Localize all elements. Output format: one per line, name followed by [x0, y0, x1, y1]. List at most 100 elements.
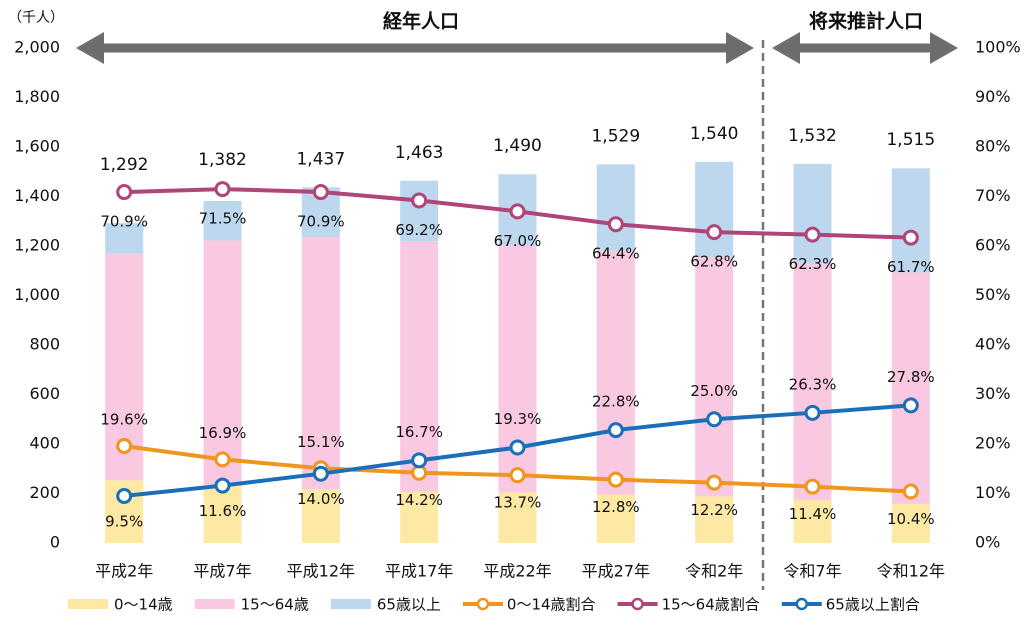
bar-segment [695, 496, 734, 543]
x-tick-label: 令和12年 [877, 562, 945, 581]
value-label: 25.0% [690, 382, 738, 400]
arrow-head [930, 32, 958, 64]
x-tick-label: 令和2年 [685, 562, 743, 581]
bar-segment [400, 241, 439, 492]
marker [902, 483, 919, 500]
y-tick-label: 0 [50, 533, 60, 552]
value-label: 62.8% [690, 253, 738, 271]
legend-label: 65歳以上割合 [826, 596, 920, 614]
value-label: 12.2% [690, 501, 738, 519]
marker [804, 404, 821, 421]
y2-tick-label: 40% [975, 335, 1011, 354]
y2-tick-label: 100% [975, 38, 1021, 57]
value-label: 69.2% [395, 221, 443, 239]
marker [706, 474, 723, 491]
legend-label: 65歳以上 [377, 596, 441, 614]
bar-segment [793, 499, 832, 543]
marker [312, 184, 329, 201]
x-tick-label: 平成7年 [193, 562, 251, 581]
y2-tick-label: 20% [975, 434, 1011, 453]
legend-swatch [194, 599, 235, 609]
marker [706, 411, 723, 428]
marker [214, 181, 231, 198]
value-label: 11.4% [789, 505, 837, 523]
bar-segment [596, 250, 635, 495]
bar-segment [695, 161, 734, 258]
bar-segment [793, 163, 832, 264]
total-label: 1,540 [690, 124, 739, 144]
y2-tick-label: 30% [975, 384, 1011, 403]
bar-segment [498, 492, 537, 543]
value-label: 70.9% [297, 213, 345, 231]
y2-tick-label: 0% [975, 533, 1000, 552]
y2-tick-label: 10% [975, 483, 1011, 502]
total-label: 1,515 [886, 130, 935, 150]
x-tick-label: 令和7年 [783, 562, 841, 581]
y2-tick-label: 60% [975, 236, 1011, 255]
value-label: 14.0% [297, 490, 345, 508]
marker [902, 397, 919, 414]
value-label: 14.2% [395, 491, 443, 509]
y-tick-label: 1,200 [14, 236, 60, 255]
total-label: 1,437 [296, 149, 345, 169]
bar-segment [596, 494, 635, 543]
bar-segment [105, 223, 144, 254]
marker [312, 465, 329, 482]
y-tick-label: 800 [29, 335, 60, 354]
legend-label: 15～64歳割合 [662, 596, 760, 614]
total-label: 1,529 [591, 127, 640, 147]
y2-tick-label: 70% [975, 186, 1011, 205]
total-label: 1,382 [198, 150, 247, 170]
unit-label: （千人） [8, 10, 64, 26]
arrow-head [726, 32, 754, 64]
marker [607, 422, 624, 439]
y-tick-label: 1,400 [14, 186, 60, 205]
bar-segment [891, 503, 930, 543]
value-label: 67.0% [494, 232, 542, 250]
value-label: 9.5% [105, 512, 143, 530]
marker [509, 203, 526, 220]
y-tick-label: 600 [29, 384, 60, 403]
bar-segment [400, 180, 439, 242]
marker [116, 184, 133, 201]
value-label: 19.3% [494, 410, 542, 428]
marker [804, 226, 821, 243]
value-label: 12.8% [592, 498, 640, 516]
marker [214, 477, 231, 494]
bar-segment [301, 237, 340, 490]
marker [214, 451, 231, 468]
bar-segment [793, 263, 832, 500]
y2-tick-label: 80% [975, 137, 1011, 156]
value-label: 16.9% [199, 424, 247, 442]
marker [607, 216, 624, 233]
bar-segment [203, 240, 242, 486]
marker [509, 467, 526, 484]
value-label: 70.9% [100, 213, 148, 231]
legend-swatch [68, 599, 108, 609]
legend-label: 15～64歳 [241, 596, 309, 614]
bar-segment [400, 491, 439, 543]
legend-label: 0～14歳 [114, 596, 173, 614]
marker [607, 471, 624, 488]
value-label: 71.5% [199, 210, 247, 228]
value-label: 10.4% [887, 510, 935, 528]
arrow-head [772, 32, 800, 64]
y-tick-label: 200 [29, 483, 60, 502]
y-tick-label: 2,000 [14, 38, 60, 57]
bar-segment [891, 168, 930, 273]
x-tick-label: 平成22年 [483, 562, 551, 581]
total-label: 1,490 [493, 136, 542, 156]
legend-swatch [476, 597, 490, 611]
value-label: 62.3% [789, 255, 837, 273]
value-label: 11.6% [199, 502, 247, 520]
legend-swatch [795, 597, 808, 611]
legend-swatch [330, 599, 371, 609]
x-tick-label: 平成27年 [582, 562, 650, 581]
value-label: 22.8% [592, 393, 640, 411]
arrow-head [76, 32, 104, 64]
value-label: 15.1% [297, 433, 345, 451]
value-label: 27.8% [887, 368, 935, 386]
total-label: 1,292 [100, 155, 149, 175]
marker [411, 452, 428, 469]
